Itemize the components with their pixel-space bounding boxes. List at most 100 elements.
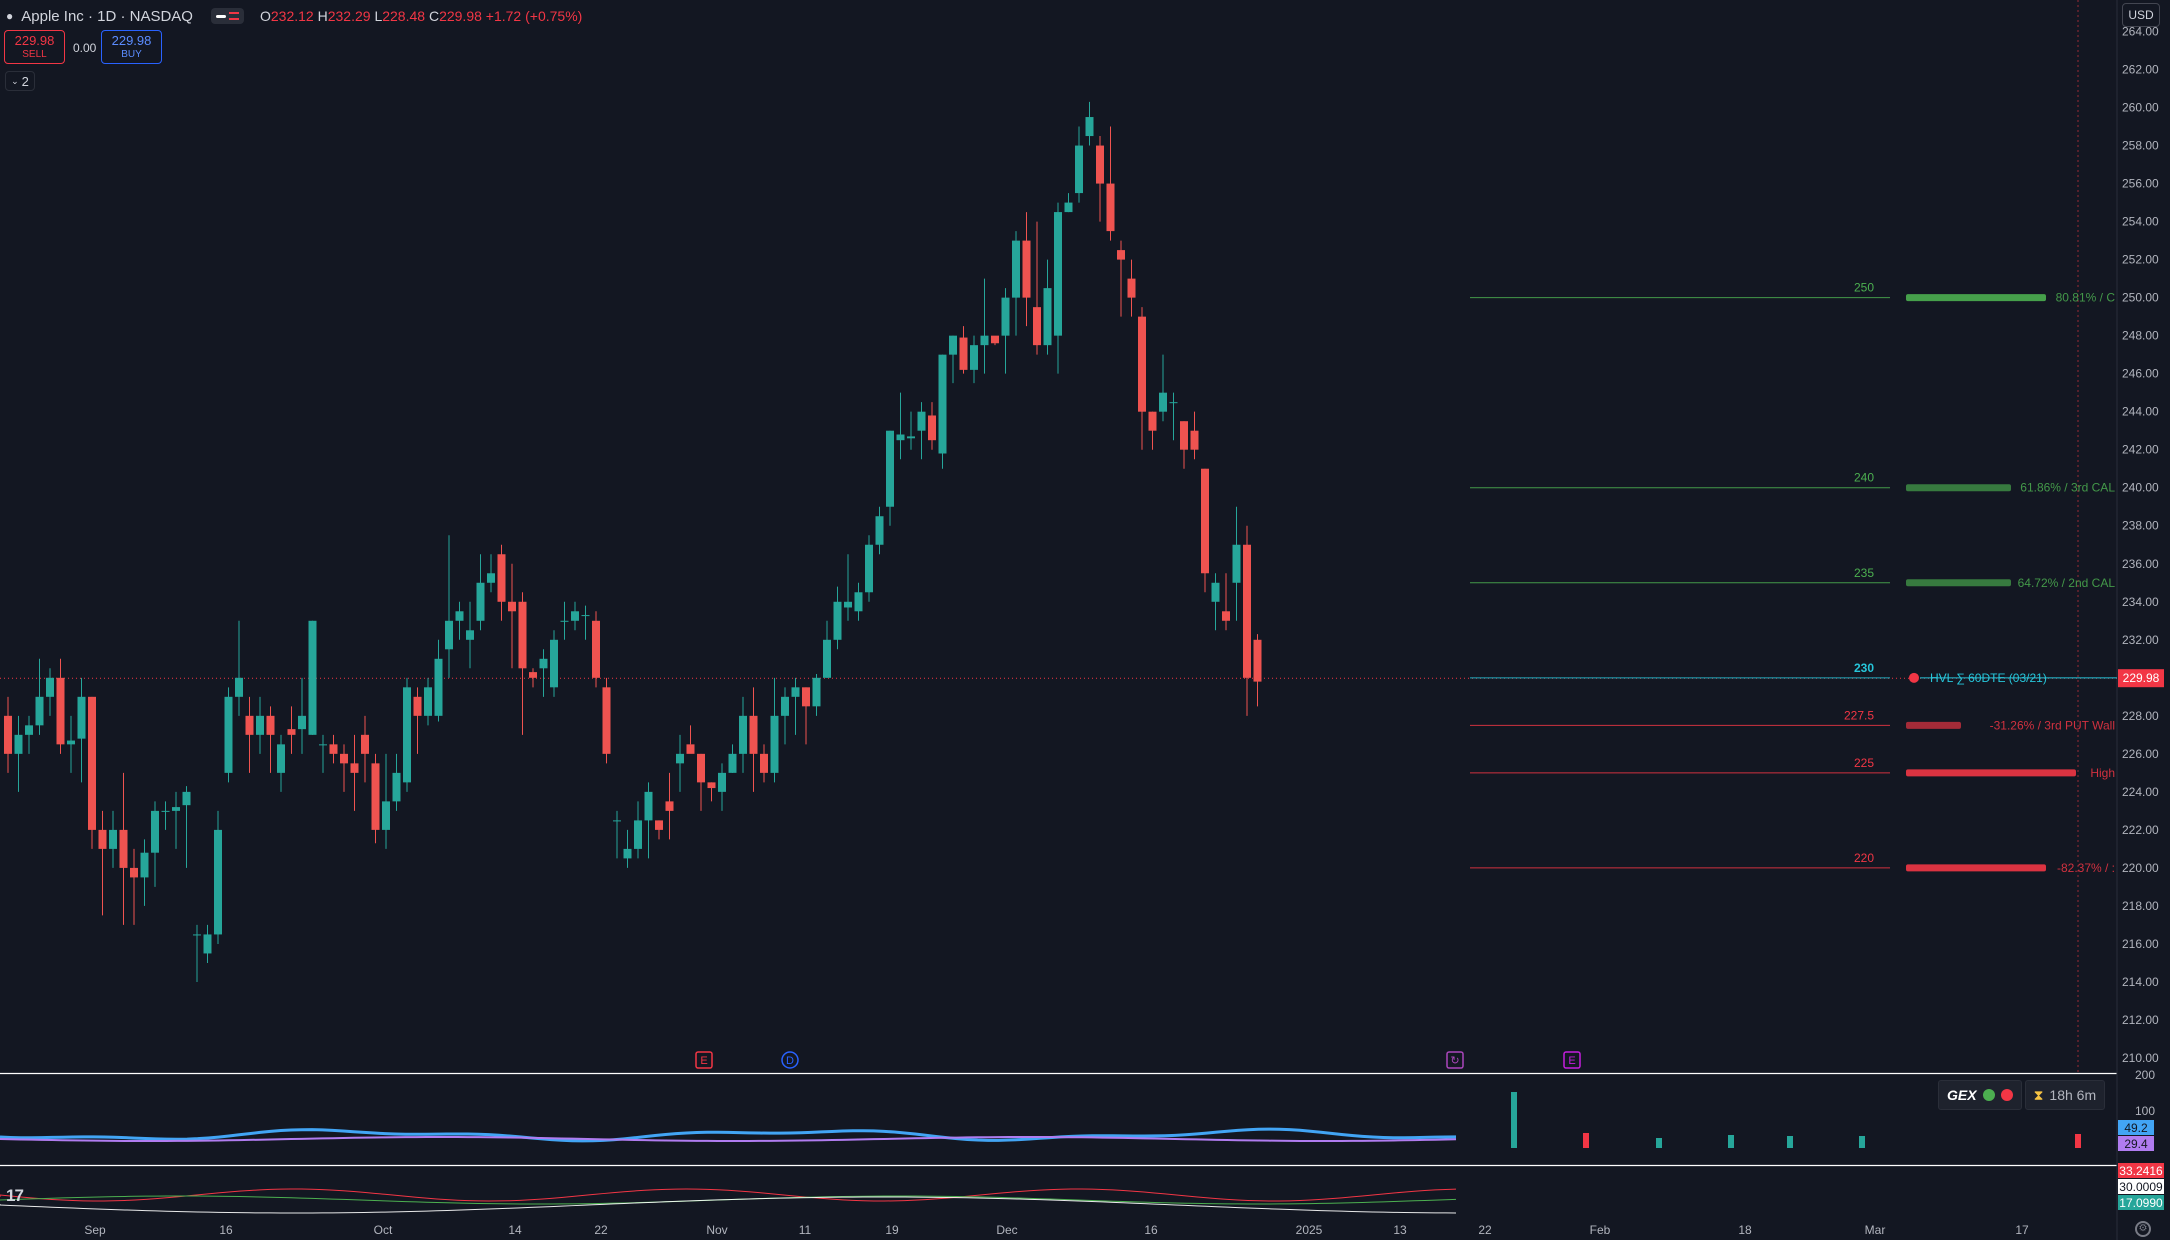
candle-body [812,677,821,707]
candle-body [844,601,852,608]
candle-body [980,335,989,346]
candle-body [88,696,96,830]
sell-button[interactable]: 229.98 SELL [4,30,65,64]
price-tick-label: 212.00 [2122,1013,2159,1027]
time-axis-label: Nov [706,1223,727,1237]
candle-body [1159,392,1167,412]
candle-body [266,715,275,735]
candle-body [749,715,758,754]
price-tick-label: 258.00 [2122,139,2159,153]
candle-body [1253,639,1262,682]
candle-body [172,807,180,811]
candle-body [823,639,831,678]
osc2-value-label: 33.2416 [2119,1164,2163,1178]
candle-body [319,744,327,746]
event-marker-icon [1563,1051,1581,1069]
candle-body [4,715,12,754]
tradingview-logo-icon: 17 [6,1186,24,1205]
price-tick-label: 238.00 [2122,519,2159,533]
candle-body [224,696,233,773]
osc2-line-white [0,1196,1457,1214]
gex-level-label: 61.86% / 3rd CAL [2020,481,2115,495]
osc-value-badge [2118,1136,2154,1151]
indicators-collapse-button[interactable]: ⌄ 2 [5,71,35,91]
osc-bar [1583,1133,1589,1148]
candle-body [907,436,915,439]
osc2-value-label: 17.0990 [2119,1196,2163,1210]
candle-body [245,715,254,735]
candle-body [1001,297,1010,336]
high-value: 232.29 [327,8,371,24]
candle-body [1211,582,1220,602]
candle-body [161,810,170,812]
gex-timer: ⧗ 18h 6m [2024,1080,2106,1110]
gex-panel: GEX ⧗ 18h 6m [1938,1080,2106,1110]
candle-body [277,744,285,773]
buy-button[interactable]: 229.98 BUY [101,30,162,64]
spread-value: 0.00 [73,41,97,55]
time-axis-label: Dec [996,1223,1017,1237]
candle-body [1201,468,1209,574]
event-marker-label: E [700,1055,707,1067]
time-axis-label: Feb [1590,1223,1611,1237]
price-tick-label: 262.00 [2122,63,2159,77]
time-axis-label: 11 [799,1223,812,1237]
currency-button[interactable]: USD [2122,3,2160,27]
hourglass-icon: ⧗ [2033,1086,2044,1103]
candle-body [287,729,296,735]
osc-bar [1859,1136,1865,1148]
gex-level-label: -31.26% / 3rd PUT Wall [1990,718,2115,732]
visibility-toggle[interactable] [210,8,244,24]
candle-body [634,820,642,849]
candle-body [539,658,548,669]
candle-body [613,820,621,822]
candle-body [655,820,663,830]
high-label: H [317,8,328,24]
candle-body [718,772,726,792]
candle-body [1180,421,1188,450]
candle-body [560,620,569,622]
time-axis-label: Sep [84,1223,106,1237]
event-marker-label: D [786,1055,794,1067]
price-tick-label: 224.00 [2122,785,2159,799]
gex-label: GEX [1947,1087,1977,1103]
settings-gear-icon[interactable]: ⚙ [2135,1221,2151,1237]
price-tick-label: 252.00 [2122,253,2159,267]
gex-strike-label: 230 [1854,661,1874,675]
osc2-value-badge [2118,1179,2164,1194]
gex-strike-label: 227.5 [1844,708,1874,722]
candle-body [403,687,411,783]
candle-body [1117,250,1125,260]
price-tick-label: 236.00 [2122,557,2159,571]
time-axis-label: 22 [594,1223,608,1237]
candle-body [865,544,873,593]
candle-body [203,934,212,954]
event-marker-icon [781,1051,799,1069]
price-tick-label: 244.00 [2122,405,2159,419]
candle-body [329,744,338,754]
gex-status[interactable]: GEX [1938,1080,2022,1110]
gex-strike-label: 250 [1854,281,1874,295]
candle-body [340,753,348,764]
osc-bar [1787,1136,1793,1148]
close-label: C [428,8,440,24]
candle-body [1033,307,1041,346]
candle-body [308,620,317,735]
osc-tick-label: 200 [2135,1068,2155,1082]
chevron-down-icon: ⌄ [11,75,19,86]
indicators-count: 2 [21,73,29,89]
candle-body [686,744,695,754]
candle-body [56,677,65,745]
candle-body [508,601,516,612]
candle-body [1054,212,1062,336]
last-price-label: 229.98 [2123,671,2160,685]
symbol-title[interactable]: Apple Inc · 1D · NASDAQ [21,7,193,25]
candle-body [728,753,737,773]
price-tick-label: 254.00 [2122,215,2159,229]
candle-body [592,620,600,678]
buy-price: 229.98 [111,33,152,48]
osc-value-badge [2118,1120,2154,1135]
candle-body [833,601,842,640]
candle-body [571,611,579,621]
